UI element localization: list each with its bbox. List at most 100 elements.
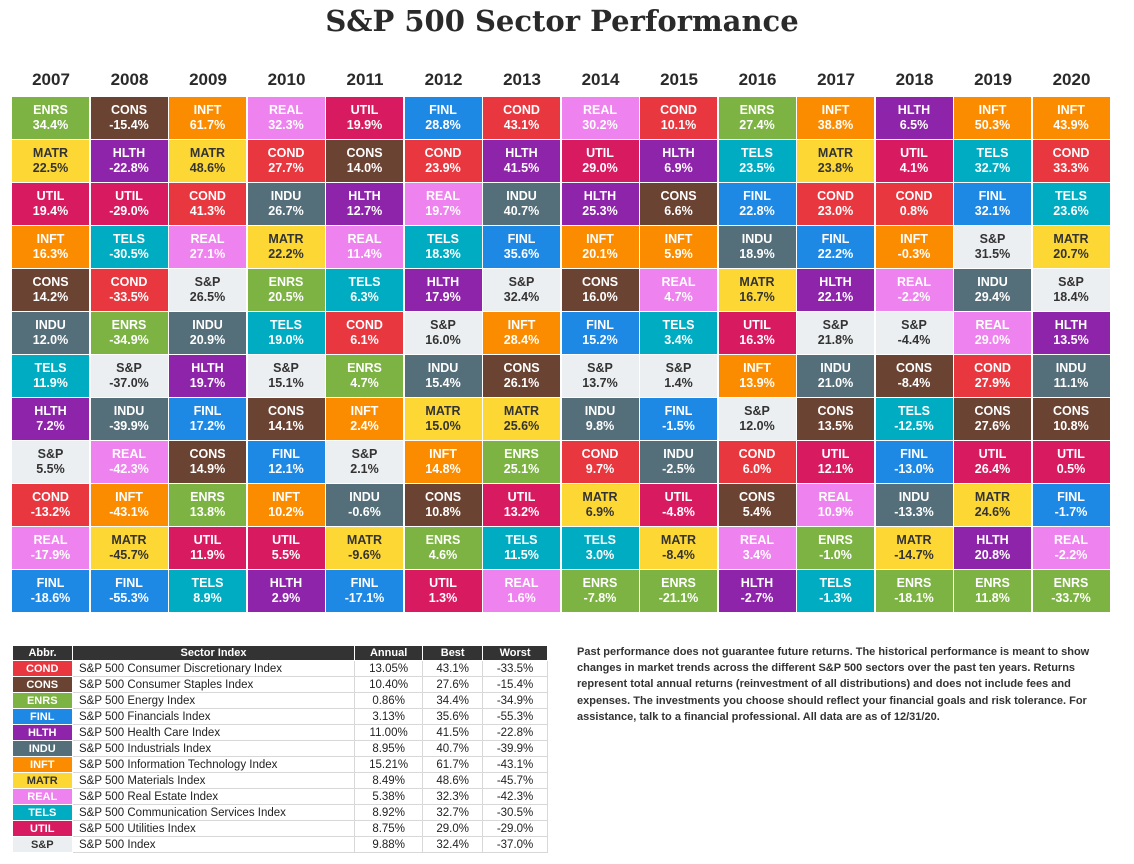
cell-sector-code: REAL <box>661 275 696 289</box>
cell-return-value: 21.0% <box>817 376 854 390</box>
cell-2007-rank-3: UTIL 19.4% <box>12 183 89 225</box>
cell-return-value: 8.9% <box>193 591 222 605</box>
cell-2012-rank-10: CONS 10.8% <box>404 484 482 526</box>
cell-return-value: 15.1% <box>268 376 304 390</box>
cell-sector-code: COND <box>817 189 854 203</box>
cell-sector-code: INDU <box>820 361 851 375</box>
cell-return-value: 13.2% <box>503 505 540 519</box>
cell-sector-code: COND <box>503 103 540 117</box>
legend-cell-name: S&P 500 Communication Services Index <box>72 804 355 821</box>
cell-return-value: -2.5% <box>662 462 695 476</box>
cell-2017-rank-7: INDU 21.0% <box>797 355 874 397</box>
cell-return-value: 16.3% <box>32 247 69 261</box>
cell-return-value: 27.4% <box>739 118 775 132</box>
cell-return-value: -13.0% <box>894 462 934 476</box>
legend-header-best: Best <box>422 645 484 661</box>
legend-cell-annual: 3.13% <box>354 708 424 725</box>
cell-2018-rank-9: FINL -13.0% <box>875 441 953 483</box>
cell-return-value: 6.0% <box>742 462 772 476</box>
cell-return-value: 2.9% <box>271 591 301 605</box>
cell-sector-code: HLTH <box>505 146 538 160</box>
cell-return-value: 16.0% <box>582 290 618 304</box>
cell-sector-code: UTIL <box>664 490 693 504</box>
cell-sector-code: UTIL <box>821 447 850 461</box>
cell-2013-rank-2: HLTH 41.5% <box>483 140 560 182</box>
cell-sector-code: TELS <box>819 576 852 590</box>
cell-sector-code: ENRS <box>268 275 304 289</box>
legend-cell-name: S&P 500 Health Care Index <box>72 724 355 741</box>
cell-return-value: -17.9% <box>30 548 71 562</box>
cell-2015-rank-6: TELS 3.4% <box>640 312 717 354</box>
legend-cell-best: 27.6% <box>422 676 484 693</box>
legend-cell-worst: -42.3% <box>482 788 548 805</box>
cell-2011-rank-8: INFT 2.4% <box>326 398 403 440</box>
cell-sector-code: CONS <box>267 404 305 418</box>
year-label-2018: 2018 <box>895 70 934 89</box>
cell-return-value: 3.0% <box>585 548 615 562</box>
cell-sector-code: UTIL <box>978 447 1007 461</box>
cell-return-value: 20.9% <box>189 333 226 347</box>
cell-return-value: 19.0% <box>268 333 304 347</box>
cell-return-value: -4.8% <box>662 505 695 519</box>
legend-row-MATR: MATR S&P 500 Materials Index 8.49% 48.6% -45… <box>12 772 548 789</box>
cell-return-value: 7.2% <box>36 419 65 433</box>
legend-cell-worst: -29.0% <box>482 820 548 837</box>
cell-return-value: -21.1% <box>658 591 699 605</box>
cell-sector-code: S&P <box>116 361 142 375</box>
legend-row-INFT: INFT S&P 500 Information Technology Index… <box>12 756 548 773</box>
cell-2009-rank-5: S&P 26.5% <box>169 269 246 311</box>
cell-return-value: 41.5% <box>503 161 540 175</box>
cell-sector-code: CONS <box>346 146 383 160</box>
cell-sector-code: FINL <box>978 189 1007 203</box>
cell-2010-rank-9: FINL 12.1% <box>247 441 325 483</box>
year-label-2011: 2011 <box>346 70 384 89</box>
cell-return-value: 32.7% <box>974 161 1011 175</box>
disclaimer-note: Past performance does not guarantee futu… <box>577 646 1090 723</box>
legend-cell-annual: 15.21% <box>354 756 424 773</box>
cell-sector-code: MATR <box>974 490 1011 504</box>
cell-return-value: 12.1% <box>817 462 854 476</box>
cell-2012-rank-1: FINL 28.8% <box>404 97 482 139</box>
cell-sector-code: S&P <box>37 447 64 461</box>
cell-return-value: 15.4% <box>425 376 461 390</box>
cell-sector-code: REAL <box>1053 533 1089 547</box>
cell-2019-rank-5: INDU 29.4% <box>954 269 1031 311</box>
cell-sector-code: INDU <box>1055 361 1087 375</box>
year-label-2019: 2019 <box>974 70 1012 89</box>
cell-sector-code: MATR <box>425 404 461 418</box>
cell-sector-code: S&P <box>351 447 378 461</box>
cell-sector-code: INFT <box>1057 103 1085 117</box>
cell-sector-code: HLTH <box>976 533 1009 547</box>
cell-return-value: 11.9% <box>190 548 225 562</box>
cell-return-value: 12.0% <box>739 419 775 433</box>
cell-sector-code: ENRS <box>739 103 775 117</box>
cell-sector-code: INFT <box>272 490 300 504</box>
legend-cell-name: S&P 500 Utilities Index <box>72 820 355 837</box>
cell-2016-rank-2: TELS 23.5% <box>718 140 796 182</box>
cell-return-value: 13.9% <box>739 376 775 390</box>
cell-2017-rank-2: MATR 23.8% <box>797 140 874 182</box>
cell-2020-rank-7: INDU 11.1% <box>1032 355 1110 397</box>
cell-2009-rank-11: UTIL 11.9% <box>169 527 246 569</box>
cell-2014-rank-7: S&P 13.7% <box>561 355 639 397</box>
cell-return-value: -2.2% <box>897 290 931 304</box>
legend-cell-abbr: INDU <box>12 740 73 757</box>
cell-sector-code: UTIL <box>115 189 143 203</box>
cell-2018-rank-10: INDU -13.3% <box>875 484 953 526</box>
cell-2014-rank-3: HLTH 25.3% <box>561 183 639 225</box>
cell-sector-code: ENRS <box>504 447 539 461</box>
cell-2017-rank-6: S&P 21.8% <box>797 312 874 354</box>
cell-2010-rank-12: HLTH 2.9% <box>247 570 325 612</box>
year-label-2016: 2016 <box>738 70 777 89</box>
cell-return-value: -14.7% <box>894 548 934 562</box>
cell-sector-code: REAL <box>268 103 304 117</box>
cell-return-value: 35.6% <box>503 247 540 261</box>
cell-return-value: -0.6% <box>348 505 381 519</box>
cell-sector-code: TELS <box>34 361 67 375</box>
cell-sector-code: CONS <box>974 404 1011 418</box>
cell-return-value: 18.4% <box>1053 290 1089 304</box>
cell-2009-rank-6: INDU 20.9% <box>169 312 246 354</box>
cell-return-value: 5.5% <box>271 548 301 562</box>
cell-sector-code: ENRS <box>975 576 1010 590</box>
cell-sector-code: COND <box>660 103 697 117</box>
